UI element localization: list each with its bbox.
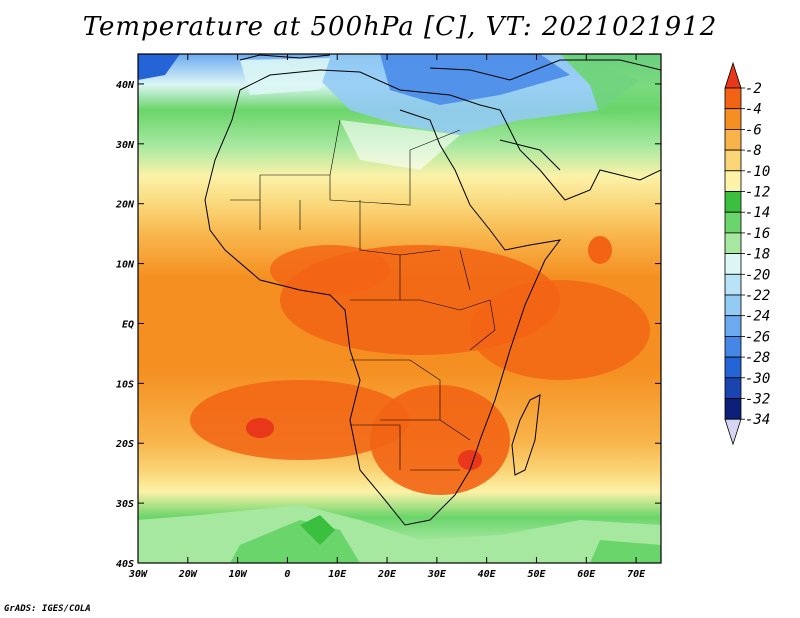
colorbar-swatch — [724, 87, 742, 110]
coastlines — [204, 54, 661, 526]
colorbar: -2 -4 -6 -8 -10 -12 -14 -16 -18 -20 -22 -24 -26 -28 -3… — [724, 61, 770, 446]
colorbar-label: -14 — [745, 205, 770, 221]
colorbar-label: -26 — [745, 329, 770, 345]
colorbar-label: -16 — [745, 226, 770, 242]
temperature-field — [138, 54, 661, 563]
colorbar-swatch — [724, 149, 742, 172]
y-tick-label: 30S — [115, 499, 134, 510]
x-axis: 30W 20W 10W 0 10E 20E 30E 40E 50E 60E 70E — [128, 54, 646, 580]
colorbar-bottom-arrow — [724, 418, 742, 446]
colorbar-label: -30 — [745, 371, 770, 387]
x-tick-label: 10W — [229, 569, 248, 580]
y-tick-label: 10S — [116, 379, 134, 390]
credit-label: GrADS: IGES/COLA — [4, 604, 91, 614]
colorbar-swatch — [724, 108, 742, 130]
x-tick-label: 60E — [577, 569, 596, 580]
colorbar-label: -12 — [745, 185, 770, 201]
y-tick-label: 20N — [115, 200, 135, 211]
colorbar-label: -4 — [745, 102, 762, 118]
colorbar-label: -8 — [745, 143, 762, 159]
colorbar-label: -20 — [745, 267, 770, 283]
colorbar-swatch — [724, 294, 742, 317]
colorbar-label: -22 — [745, 288, 770, 304]
colorbar-swatch — [724, 232, 742, 254]
y-tick-label: EQ — [122, 319, 134, 330]
colorbar-swatch — [724, 191, 742, 213]
y-tick-label: 10N — [116, 260, 135, 271]
x-tick-label: 10E — [328, 569, 347, 580]
colorbar-swatch — [724, 335, 742, 358]
x-tick-label: 30W — [128, 569, 148, 580]
x-tick-label: 20W — [178, 569, 198, 580]
colorbar-swatch — [724, 315, 742, 337]
x-tick-label: 70E — [627, 569, 646, 580]
colorbar-swatch — [724, 398, 742, 420]
colorbar-top-arrow — [724, 61, 742, 89]
colorbar-label: -28 — [745, 350, 770, 366]
colorbar-swatch — [724, 170, 742, 192]
colorbar-label: -24 — [745, 309, 770, 325]
y-tick-label: 30N — [115, 140, 135, 151]
colorbar-label: -6 — [745, 122, 762, 138]
x-tick-label: 50E — [527, 569, 546, 580]
x-tick-label: 40E — [478, 569, 497, 580]
colorbar-label: -34 — [745, 412, 770, 428]
map-frame — [137, 53, 662, 564]
y-tick-label: 40N — [116, 80, 135, 91]
colorbar-swatch — [724, 356, 742, 379]
x-tick-label: 30E — [427, 569, 447, 580]
y-tick-label: 20S — [115, 439, 134, 450]
colorbar-swatch — [724, 211, 742, 234]
country-borders — [230, 119, 496, 471]
x-tick-label: 20E — [377, 569, 397, 580]
y-axis: 40S 30S 20S 10S EQ 10N 20N 30N 40N — [115, 80, 661, 570]
colorbar-label: -18 — [745, 247, 770, 263]
colorbar-label: -32 — [745, 392, 770, 408]
colorbar-swatch — [724, 253, 742, 275]
colorbar-swatch — [724, 273, 742, 296]
colorbar-swatch — [724, 377, 742, 399]
colorbar-label: -2 — [745, 81, 762, 97]
colorbar-label: -10 — [745, 164, 770, 180]
x-tick-label: 0 — [284, 569, 290, 580]
y-tick-label: 40S — [116, 559, 134, 570]
colorbar-swatch — [724, 128, 742, 151]
map-title: Temperature at 500hPa [C], VT: 202102191… — [82, 12, 718, 42]
